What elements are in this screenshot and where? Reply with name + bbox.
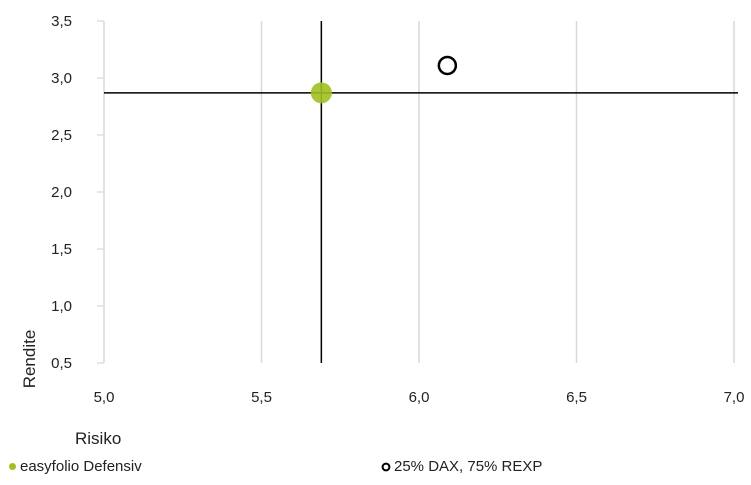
y-tick-label: 1,0 bbox=[51, 298, 72, 315]
y-tick-label: 3,5 bbox=[51, 13, 72, 30]
data-points bbox=[310, 55, 458, 104]
grid-lines bbox=[97, 20, 735, 364]
x-tick-label: 5,0 bbox=[94, 389, 115, 406]
x-tick-label: 6,5 bbox=[566, 389, 587, 406]
x-tick-label: 6,0 bbox=[409, 389, 430, 406]
legend-label-easyfolio: easyfolio Defensiv bbox=[20, 458, 142, 475]
y-tick-label: 3,0 bbox=[51, 70, 72, 87]
legend-item-dax-rexp: 25% DAX, 75% REXP bbox=[381, 458, 542, 475]
legend-label-dax-rexp: 25% DAX, 75% REXP bbox=[394, 458, 543, 475]
legend-item-easyfolio: easyfolio Defensiv bbox=[8, 458, 142, 475]
y-tick-label: 0,5 bbox=[51, 355, 72, 372]
data-point-dax-rexp bbox=[437, 55, 458, 76]
tick-labels: 5,0 5,5 6,0 6,5 7,0 0,5 1,0 1,5 2,0 2,5 3,0 3,5 bbox=[51, 13, 744, 406]
legend-filled-circle-icon bbox=[9, 463, 16, 470]
x-tick-label: 5,5 bbox=[251, 389, 272, 406]
crosshair-lines bbox=[104, 21, 738, 363]
legend: easyfolio Defensiv 25% DAX, 75% REXP bbox=[0, 458, 751, 480]
legend-hollow-circle-icon bbox=[381, 462, 391, 471]
x-tick-label: 7,0 bbox=[724, 389, 745, 406]
scatter-chart: 5,0 5,5 6,0 6,5 7,0 0,5 1,0 1,5 2,0 2,5 3,0 3,5 Ren… bbox=[20, 13, 744, 448]
data-point-easyfolio bbox=[310, 82, 332, 104]
y-tick-label: 2,5 bbox=[51, 127, 72, 144]
y-tick-label: 2,0 bbox=[51, 184, 72, 201]
y-tick-label: 1,5 bbox=[51, 241, 72, 258]
y-axis-title: Rendite bbox=[20, 330, 39, 389]
x-axis-title: Risiko bbox=[75, 429, 121, 448]
